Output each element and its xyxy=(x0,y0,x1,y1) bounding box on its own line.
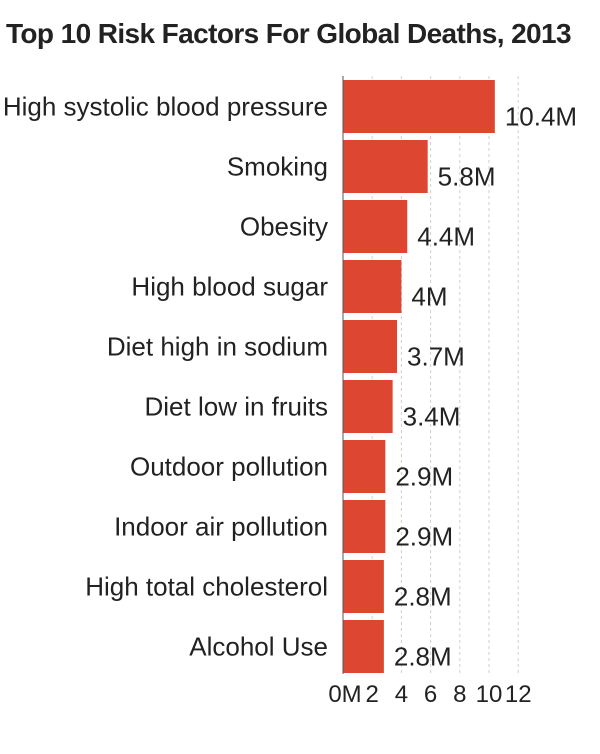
bar xyxy=(343,200,408,253)
value-label: 10.4M xyxy=(505,102,577,132)
value-labels: 10.4M 5.8M 4.4M 4M 3.7M 3.4M 2.9M 2.9M 2.8M 2.8M xyxy=(394,102,577,672)
value-label: 5.8M xyxy=(438,162,496,192)
x-tick-label: 8 xyxy=(453,681,466,708)
value-label: 2.8M xyxy=(394,642,452,672)
bar xyxy=(343,320,398,373)
category-labels: High systolic blood pressure Smoking Obesi… xyxy=(3,92,328,662)
x-tick-label: 2 xyxy=(366,681,379,708)
value-label: 4.4M xyxy=(417,222,475,252)
value-label: 4M xyxy=(411,282,447,312)
category-label: High systolic blood pressure xyxy=(3,92,328,122)
x-tick-label: 6 xyxy=(424,681,437,708)
category-label: Diet low in fruits xyxy=(145,392,329,422)
bar xyxy=(343,440,386,493)
x-tick-label: 0M xyxy=(328,681,361,708)
bar xyxy=(343,80,495,133)
chart-title: Top 10 Risk Factors For Global Deaths, 2… xyxy=(6,18,572,49)
bars xyxy=(343,80,495,673)
x-tick-label: 12 xyxy=(505,681,532,708)
bar xyxy=(343,140,428,193)
bar xyxy=(343,260,402,313)
value-label: 3.4M xyxy=(403,402,461,432)
x-tick-label: 4 xyxy=(395,681,408,708)
category-label: High blood sugar xyxy=(131,272,328,302)
x-tick-label: 10 xyxy=(476,681,503,708)
category-label: Indoor air pollution xyxy=(114,512,328,542)
category-label: High total cholesterol xyxy=(85,572,328,602)
value-label: 2.9M xyxy=(395,522,453,552)
value-label: 2.8M xyxy=(394,582,452,612)
bar xyxy=(343,620,384,673)
category-label: Obesity xyxy=(240,212,328,242)
bar xyxy=(343,500,386,553)
bar xyxy=(343,380,393,433)
category-label: Smoking xyxy=(227,152,328,182)
value-label: 2.9M xyxy=(395,462,453,492)
x-tick-labels: 0M 2 4 6 8 10 12 xyxy=(328,681,531,708)
category-label: Outdoor pollution xyxy=(130,452,328,482)
value-label: 3.7M xyxy=(407,342,465,372)
category-label: Alcohol Use xyxy=(189,632,328,662)
category-label: Diet high in sodium xyxy=(107,332,328,362)
bar xyxy=(343,560,384,613)
